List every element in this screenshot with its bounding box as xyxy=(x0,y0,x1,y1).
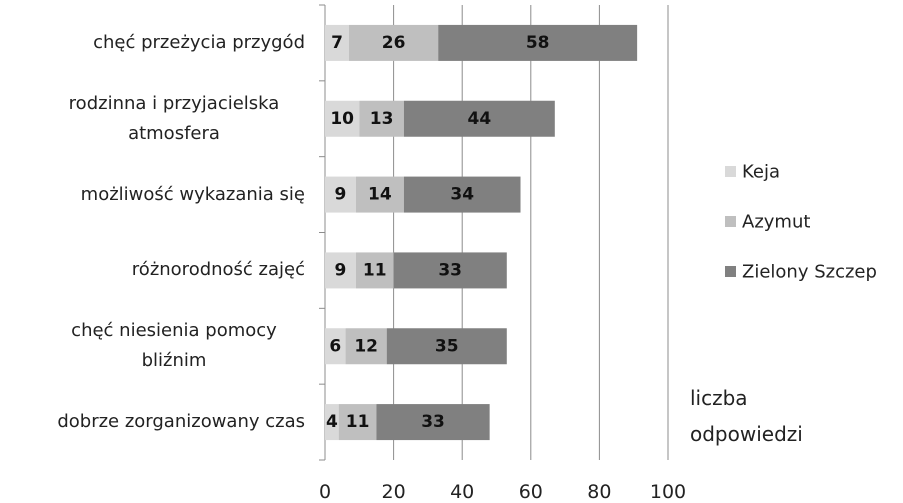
data-label: 7 xyxy=(331,33,343,53)
data-label: 6 xyxy=(329,336,341,356)
bar-segment xyxy=(438,24,638,61)
data-label: 9 xyxy=(335,260,347,280)
category-label-box: rodzinna i przyjacielska atmosfera xyxy=(43,81,305,157)
data-label: 13 xyxy=(370,109,394,129)
bar-segment xyxy=(403,176,521,213)
y-tick-label: chęć niesienia pomocy bliźnim xyxy=(71,320,277,372)
bar-segment xyxy=(345,328,387,365)
category-label-box: chęć przeżycia przygód xyxy=(93,5,305,81)
data-label: 34 xyxy=(450,185,474,205)
y-tick-label: rodzinna i przyjacielska atmosfera xyxy=(68,92,280,144)
bar-segment xyxy=(386,328,507,365)
bar-segment xyxy=(376,404,490,441)
y-tick-label: możliwość wykazania się xyxy=(80,183,305,205)
bar-segment xyxy=(355,252,394,289)
x-tick-label: 60 xyxy=(519,481,543,503)
data-label: 12 xyxy=(354,336,378,356)
data-label: 58 xyxy=(526,33,550,53)
bar-segment xyxy=(349,24,439,61)
legend-label: Azymut xyxy=(742,212,810,233)
y-tick-label: różnorodność zajęć xyxy=(131,259,305,281)
legend-swatch xyxy=(725,216,736,227)
bar-segment xyxy=(359,100,404,137)
bar-segment xyxy=(393,252,507,289)
data-label: 44 xyxy=(468,109,492,129)
data-label: 10 xyxy=(330,109,354,129)
x-tick-label: 20 xyxy=(382,481,406,503)
legend-label: Zielony Szczep xyxy=(742,262,877,283)
bar-segment xyxy=(325,252,356,289)
legend-swatch xyxy=(725,266,736,277)
category-label-box: możliwość wykazania się xyxy=(81,157,305,233)
data-label: 33 xyxy=(421,412,445,432)
data-label: 11 xyxy=(363,260,387,280)
data-label: 11 xyxy=(346,412,370,432)
bar-segment xyxy=(325,24,350,61)
data-label: 4 xyxy=(326,412,338,432)
x-tick-label: 40 xyxy=(450,481,474,503)
x-tick-label: 80 xyxy=(587,481,611,503)
data-label: 9 xyxy=(335,185,347,205)
bar-segment xyxy=(325,100,360,137)
bar-segment xyxy=(338,404,377,441)
category-label-box: dobrze zorganizowany czas xyxy=(57,384,305,460)
data-label: 33 xyxy=(438,260,462,280)
bar-segment xyxy=(355,176,404,213)
bar-segment xyxy=(325,176,356,213)
bar-segment xyxy=(403,100,555,137)
legend-label: Keja xyxy=(742,162,780,183)
x-axis-label: liczba odpowiedzi xyxy=(690,386,803,446)
x-tick-label: 0 xyxy=(319,481,331,503)
legend-swatch xyxy=(725,166,736,177)
data-label: 26 xyxy=(382,33,406,53)
bar-segment xyxy=(325,328,346,365)
x-tick-label: 100 xyxy=(650,481,686,503)
y-tick-label: chęć przeżycia przygód xyxy=(93,31,305,53)
category-label-box: różnorodność zajęć xyxy=(132,232,305,308)
data-label: 14 xyxy=(368,185,392,205)
category-label-box: chęć niesienia pomocy bliźnim xyxy=(43,308,305,384)
data-label: 35 xyxy=(435,336,459,356)
y-tick-label: dobrze zorganizowany czas xyxy=(57,411,305,433)
bar-segment xyxy=(325,404,339,441)
